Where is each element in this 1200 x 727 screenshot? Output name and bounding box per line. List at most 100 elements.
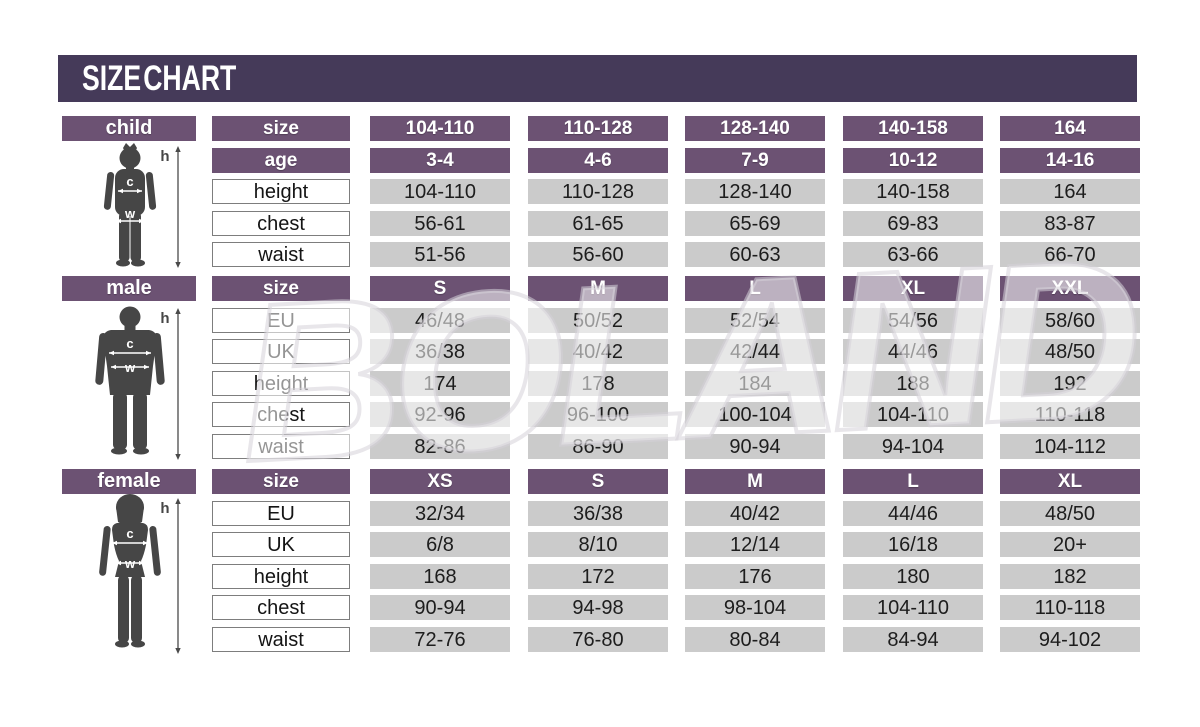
male-chest-cell: 104-110 xyxy=(843,402,983,427)
female-height-cell: 180 xyxy=(843,564,983,589)
child-waist-cell: 56-60 xyxy=(528,242,668,267)
height-arrow-label: h xyxy=(160,148,169,165)
child-age-cell: 10-12 xyxy=(843,148,983,173)
male-waist-cell: 86-90 xyxy=(528,434,668,459)
chest-arrow-label: c xyxy=(126,174,133,189)
male-height-cell: 174 xyxy=(370,371,510,396)
female-row-label-chest: chest xyxy=(212,595,350,620)
child-chest-cell: 69-83 xyxy=(843,211,983,236)
female-EU-cell: 32/34 xyxy=(370,501,510,526)
child-size-cell: 140-158 xyxy=(843,116,983,141)
child-waist-cell: 60-63 xyxy=(685,242,825,267)
child-waist-cell: 66-70 xyxy=(1000,242,1140,267)
male-UK-cell: 36/38 xyxy=(370,339,510,364)
child-age-cell: 14-16 xyxy=(1000,148,1140,173)
female-size-cell: M xyxy=(685,469,825,494)
child-size-cell: 104-110 xyxy=(370,116,510,141)
female-waist-cell: 80-84 xyxy=(685,627,825,652)
child-waist-cell: 51-56 xyxy=(370,242,510,267)
male-chest-cell: 100-104 xyxy=(685,402,825,427)
child-height-cell: 104-110 xyxy=(370,179,510,204)
male-height-cell: 192 xyxy=(1000,371,1140,396)
male-waist-cell: 104-112 xyxy=(1000,434,1140,459)
female-chest-cell: 98-104 xyxy=(685,595,825,620)
male-size-cell: M xyxy=(528,276,668,301)
male-waist-cell: 90-94 xyxy=(685,434,825,459)
female-row-label-UK: UK xyxy=(212,532,350,557)
child-waist-cell: 63-66 xyxy=(843,242,983,267)
waist-arrow-label: w xyxy=(124,360,136,375)
male-chest-cell: 96-100 xyxy=(528,402,668,427)
male-EU-cell: 52/54 xyxy=(685,308,825,333)
title-bar: SIZE CHART xyxy=(58,55,1137,102)
chest-arrow-label: c xyxy=(126,336,133,351)
section-child: child c w xyxy=(62,116,1140,276)
male-chest-cell: 92-96 xyxy=(370,402,510,427)
male-waist-cell: 94-104 xyxy=(843,434,983,459)
male-row-label-size: size xyxy=(212,276,350,301)
male-figure-icon: c w h xyxy=(95,306,181,460)
chest-arrow-label: c xyxy=(126,526,133,541)
female-chest-cell: 104-110 xyxy=(843,595,983,620)
male-row-label-height: height xyxy=(212,371,350,396)
child-chest-cell: 65-69 xyxy=(685,211,825,236)
child-height-cell: 110-128 xyxy=(528,179,668,204)
male-EU-cell: 50/52 xyxy=(528,308,668,333)
female-row-label-size: size xyxy=(212,469,350,494)
waist-arrow-label: w xyxy=(124,206,136,221)
female-UK-cell: 6/8 xyxy=(370,532,510,557)
male-size-cell: L xyxy=(685,276,825,301)
male-UK-cell: 42/44 xyxy=(685,339,825,364)
female-waist-cell: 76-80 xyxy=(528,627,668,652)
child-age-cell: 4-6 xyxy=(528,148,668,173)
female-EU-cell: 44/46 xyxy=(843,501,983,526)
page-title: SIZE CHART xyxy=(82,58,237,98)
male-row-label-EU: EU xyxy=(212,308,350,333)
female-row-label-waist: waist xyxy=(212,627,350,652)
section-label-female: female xyxy=(62,469,196,494)
male-UK-cell: 44/46 xyxy=(843,339,983,364)
child-size-cell: 110-128 xyxy=(528,116,668,141)
female-height-cell: 176 xyxy=(685,564,825,589)
height-arrow-label: h xyxy=(160,310,169,327)
female-height-cell: 172 xyxy=(528,564,668,589)
male-height-cell: 188 xyxy=(843,371,983,396)
child-size-cell: 164 xyxy=(1000,116,1140,141)
male-size-cell: S xyxy=(370,276,510,301)
female-row-label-height: height xyxy=(212,564,350,589)
female-EU-cell: 48/50 xyxy=(1000,501,1140,526)
female-size-cell: L xyxy=(843,469,983,494)
female-waist-cell: 94-102 xyxy=(1000,627,1140,652)
child-chest-cell: 61-65 xyxy=(528,211,668,236)
male-EU-cell: 54/56 xyxy=(843,308,983,333)
child-age-cell: 7-9 xyxy=(685,148,825,173)
male-UK-cell: 40/42 xyxy=(528,339,668,364)
female-waist-cell: 84-94 xyxy=(843,627,983,652)
section-male: male c w xyxy=(62,276,1140,466)
female-UK-cell: 16/18 xyxy=(843,532,983,557)
child-height-cell: 164 xyxy=(1000,179,1140,204)
child-height-cell: 128-140 xyxy=(685,179,825,204)
male-EU-cell: 46/48 xyxy=(370,308,510,333)
male-height-cell: 184 xyxy=(685,371,825,396)
male-size-cell: XXL xyxy=(1000,276,1140,301)
child-row-label-size: size xyxy=(212,116,350,141)
child-chest-cell: 56-61 xyxy=(370,211,510,236)
male-waist-cell: 82-86 xyxy=(370,434,510,459)
male-height-cell: 178 xyxy=(528,371,668,396)
female-figure-icon: c w h xyxy=(99,494,181,654)
child-chest-cell: 83-87 xyxy=(1000,211,1140,236)
section-female: female c w xyxy=(62,469,1140,659)
child-row-label-age: age xyxy=(212,148,350,173)
female-EU-cell: 40/42 xyxy=(685,501,825,526)
female-height-cell: 182 xyxy=(1000,564,1140,589)
male-EU-cell: 58/60 xyxy=(1000,308,1140,333)
male-chest-cell: 110-118 xyxy=(1000,402,1140,427)
female-waist-cell: 72-76 xyxy=(370,627,510,652)
child-size-cell: 128-140 xyxy=(685,116,825,141)
female-size-cell: XS xyxy=(370,469,510,494)
female-EU-cell: 36/38 xyxy=(528,501,668,526)
female-row-label-EU: EU xyxy=(212,501,350,526)
female-UK-cell: 12/14 xyxy=(685,532,825,557)
